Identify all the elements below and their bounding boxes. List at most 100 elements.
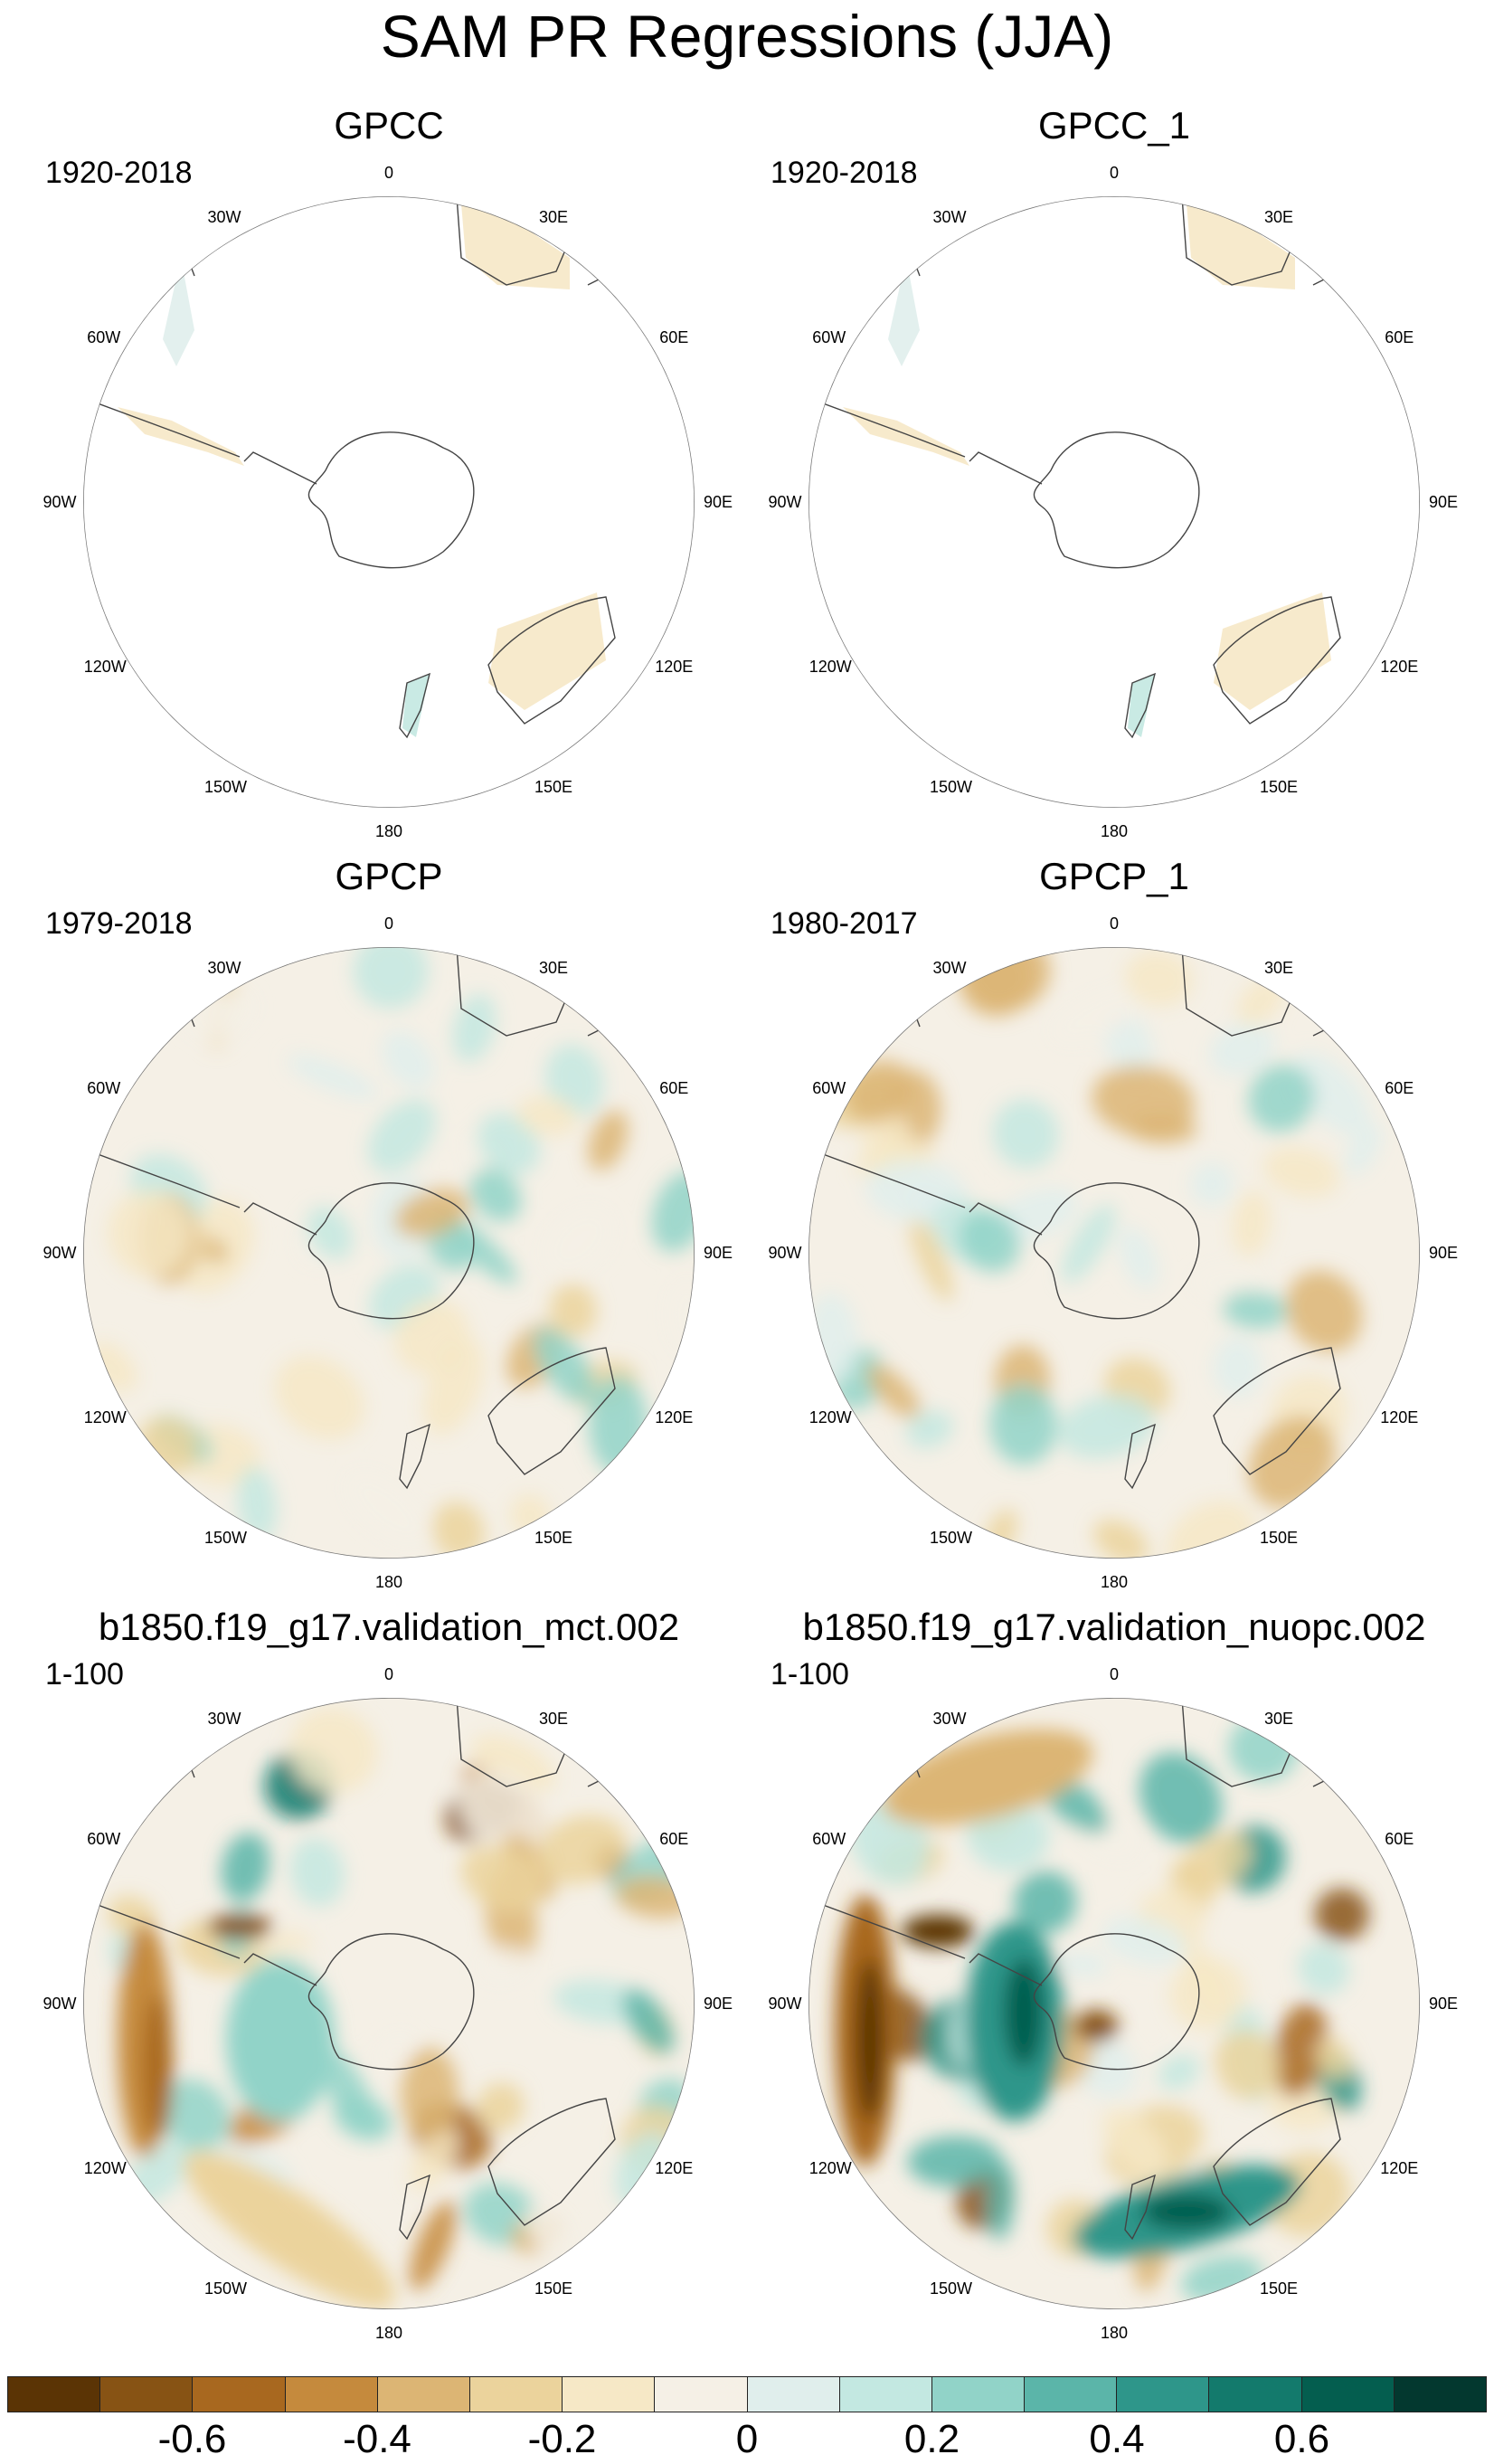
lon-label-gpcc-0: 0: [383, 164, 393, 182]
lon-label-gpcc1-0: 0: [1109, 164, 1119, 182]
panel-period-mct: 1-100: [45, 1657, 124, 1692]
lon-label-gpcc-90W: 90W: [43, 493, 77, 511]
lon-label-mct-120E: 120E: [655, 2159, 694, 2177]
colorbar-tick-label: -0.2: [527, 2417, 597, 2461]
panel-title-gpcp: GPCP: [335, 855, 443, 897]
lon-label-gpcp1-90W: 90W: [768, 1244, 802, 1262]
colorbar-swatch: [193, 2377, 286, 2412]
lon-label-gpcp-0: 0: [383, 915, 393, 933]
polar-map-gpcc: [83, 196, 695, 808]
panel-title-gpcc1: GPCC_1: [1037, 104, 1191, 147]
lon-label-nuopc-180: 180: [1100, 2324, 1129, 2342]
lon-label-gpcp1-0: 0: [1109, 915, 1119, 933]
lon-label-gpcp-60E: 60E: [659, 1079, 689, 1097]
figure-title: SAM PR Regressions (JJA): [380, 3, 1114, 70]
lon-label-nuopc-120W: 120W: [808, 2159, 852, 2177]
lon-label-gpcp-30W: 30W: [207, 958, 241, 977]
lon-label-gpcc1-120E: 120E: [1380, 658, 1419, 676]
panel-period-nuopc: 1-100: [771, 1657, 849, 1692]
colorbar-swatch: [469, 2377, 563, 2412]
lon-label-gpcc1-120W: 120W: [808, 658, 852, 676]
polar-map-nuopc: [808, 1698, 1420, 2309]
lon-label-nuopc-90E: 90E: [1428, 1995, 1459, 2013]
lon-label-gpcc1-150E: 150E: [1259, 778, 1299, 797]
lon-label-gpcc1-60W: 60W: [812, 328, 846, 346]
lon-label-mct-0: 0: [383, 1665, 393, 1683]
colorbar-tick-label: 0.4: [1089, 2417, 1145, 2461]
lon-label-nuopc-30W: 30W: [932, 1709, 967, 1728]
panel-title-gpcp1: GPCP_1: [1039, 855, 1189, 897]
colorbar-tick-label: -0.6: [157, 2417, 227, 2461]
polar-map-mct: [83, 1698, 695, 2309]
colorbar-tick-label: 0.6: [1273, 2417, 1330, 2461]
panel-period-gpcp: 1979-2018: [45, 906, 193, 941]
lon-label-gpcc-150E: 150E: [534, 778, 573, 797]
lon-label-gpcp1-120W: 120W: [808, 1408, 852, 1426]
colorbar-swatch: [563, 2377, 656, 2412]
lon-label-gpcp1-30W: 30W: [932, 958, 967, 977]
colorbar-swatch: [8, 2377, 101, 2412]
lon-label-gpcp1-60E: 60E: [1385, 1079, 1414, 1097]
lon-label-gpcc1-60E: 60E: [1385, 328, 1414, 346]
lon-label-gpcp-150W: 150W: [204, 1529, 248, 1548]
lon-label-gpcc1-30W: 30W: [932, 207, 967, 226]
colorbar-swatch: [377, 2377, 470, 2412]
lon-label-gpcc1-90E: 90E: [1428, 493, 1459, 511]
lon-label-nuopc-30E: 30E: [1263, 1709, 1294, 1728]
lon-label-mct-60W: 60W: [87, 1830, 121, 1848]
lon-label-gpcp1-150W: 150W: [930, 1529, 973, 1548]
colorbar-tick-label: 0: [735, 2417, 759, 2461]
lon-label-nuopc-0: 0: [1109, 1665, 1119, 1683]
colorbar-swatch: [1117, 2377, 1210, 2412]
lon-label-gpcc1-90W: 90W: [768, 493, 802, 511]
lon-label-gpcc-30W: 30W: [207, 207, 241, 226]
lon-label-gpcp1-120E: 120E: [1380, 1408, 1419, 1426]
lon-label-gpcp1-180: 180: [1100, 1573, 1129, 1591]
colorbar-swatch: [285, 2377, 378, 2412]
panel-title-gpcc: GPCC: [334, 104, 444, 147]
lon-label-gpcc1-180: 180: [1100, 822, 1129, 840]
lon-label-nuopc-120E: 120E: [1380, 2159, 1419, 2177]
lon-label-gpcp-60W: 60W: [87, 1079, 121, 1097]
lon-label-mct-120W: 120W: [83, 2159, 127, 2177]
colorbar-swatch: [931, 2377, 1026, 2412]
lon-label-gpcp-120E: 120E: [655, 1408, 694, 1426]
lon-label-mct-90E: 90E: [703, 1995, 733, 2013]
lon-label-gpcc1-150W: 150W: [930, 778, 973, 797]
panel-period-gpcc: 1920-2018: [45, 156, 193, 190]
colorbar-swatch: [1209, 2377, 1302, 2412]
lon-label-nuopc-60E: 60E: [1385, 1830, 1414, 1848]
lon-label-mct-150E: 150E: [534, 2279, 573, 2298]
lon-label-nuopc-90W: 90W: [768, 1995, 802, 2013]
lon-label-nuopc-150W: 150W: [930, 2279, 973, 2298]
colorbar-swatch: [100, 2377, 194, 2412]
lon-label-nuopc-150E: 150E: [1259, 2279, 1299, 2298]
panel-period-gpcc1: 1920-2018: [771, 156, 918, 190]
lon-label-mct-60E: 60E: [659, 1830, 689, 1848]
lon-label-gpcp1-150E: 150E: [1259, 1529, 1299, 1548]
lon-label-gpcc-60E: 60E: [659, 328, 689, 346]
lon-label-mct-90W: 90W: [43, 1995, 77, 2013]
colorbar: [7, 2376, 1487, 2412]
colorbar-swatch: [1025, 2377, 1118, 2412]
panel-title-nuopc: b1850.f19_g17.validation_nuopc.002: [802, 1606, 1426, 1648]
lon-label-gpcc-30E: 30E: [538, 207, 569, 226]
polar-map-gpcp1: [808, 947, 1420, 1559]
lon-label-gpcc-60W: 60W: [87, 328, 121, 346]
lon-label-mct-30W: 30W: [207, 1709, 241, 1728]
lon-label-gpcp1-60W: 60W: [812, 1079, 846, 1097]
colorbar-swatch: [1301, 2377, 1395, 2412]
lon-label-gpcp1-30E: 30E: [1263, 958, 1294, 977]
lon-label-gpcp-90E: 90E: [703, 1244, 733, 1262]
lon-label-gpcc1-30E: 30E: [1263, 207, 1294, 226]
colorbar-swatch: [655, 2377, 748, 2412]
lon-label-gpcp-150E: 150E: [534, 1529, 573, 1548]
lon-label-gpcp-120W: 120W: [83, 1408, 127, 1426]
colorbar-swatch: [747, 2377, 840, 2412]
colorbar-swatch: [1394, 2377, 1486, 2412]
colorbar-tick-label: -0.4: [343, 2417, 411, 2461]
colorbar-tick-label: 0.2: [903, 2417, 960, 2461]
lon-label-mct-30E: 30E: [538, 1709, 569, 1728]
colorbar-swatch: [839, 2377, 932, 2412]
lon-label-mct-180: 180: [374, 2324, 403, 2342]
